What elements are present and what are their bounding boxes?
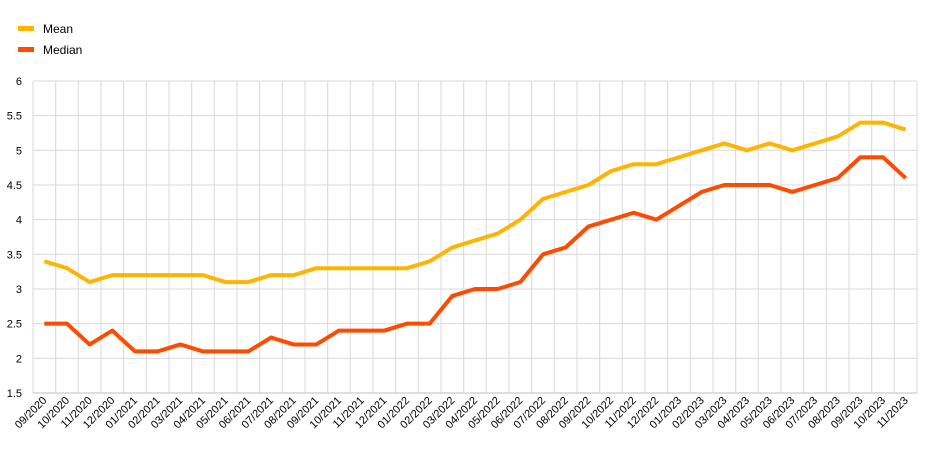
grid-lines <box>32 80 918 394</box>
y-tick-label: 1.5 <box>7 388 22 400</box>
chart-legend: Mean Median <box>18 18 82 60</box>
y-tick-label: 4.5 <box>7 180 22 192</box>
y-tick-label: 6 <box>16 76 22 88</box>
x-axis: 09/202010/202011/202012/202001/202102/20… <box>13 392 917 431</box>
y-tick-label: 3 <box>16 284 22 296</box>
series-line-median <box>44 155 908 354</box>
legend-item-median: Median <box>18 39 82 60</box>
y-tick-label: 5.5 <box>7 111 22 123</box>
y-axis: 1.5 2 2.5 3 3.5 4 4.5 5 5.5 6 <box>7 76 22 400</box>
y-tick-label: 3.5 <box>7 249 22 261</box>
legend-swatch-mean <box>18 26 34 31</box>
y-tick-label: 2 <box>16 353 22 365</box>
series-line-mean <box>43 120 907 285</box>
y-tick-label: 2.5 <box>7 319 22 331</box>
legend-item-mean: Mean <box>18 18 82 39</box>
legend-label-mean: Mean <box>43 21 74 36</box>
series-lines <box>43 120 908 354</box>
y-tick-label: 5 <box>16 145 22 157</box>
legend-label-median: Median <box>43 42 83 57</box>
legend-swatch-median <box>18 47 34 52</box>
y-tick-label: 4 <box>16 215 22 227</box>
